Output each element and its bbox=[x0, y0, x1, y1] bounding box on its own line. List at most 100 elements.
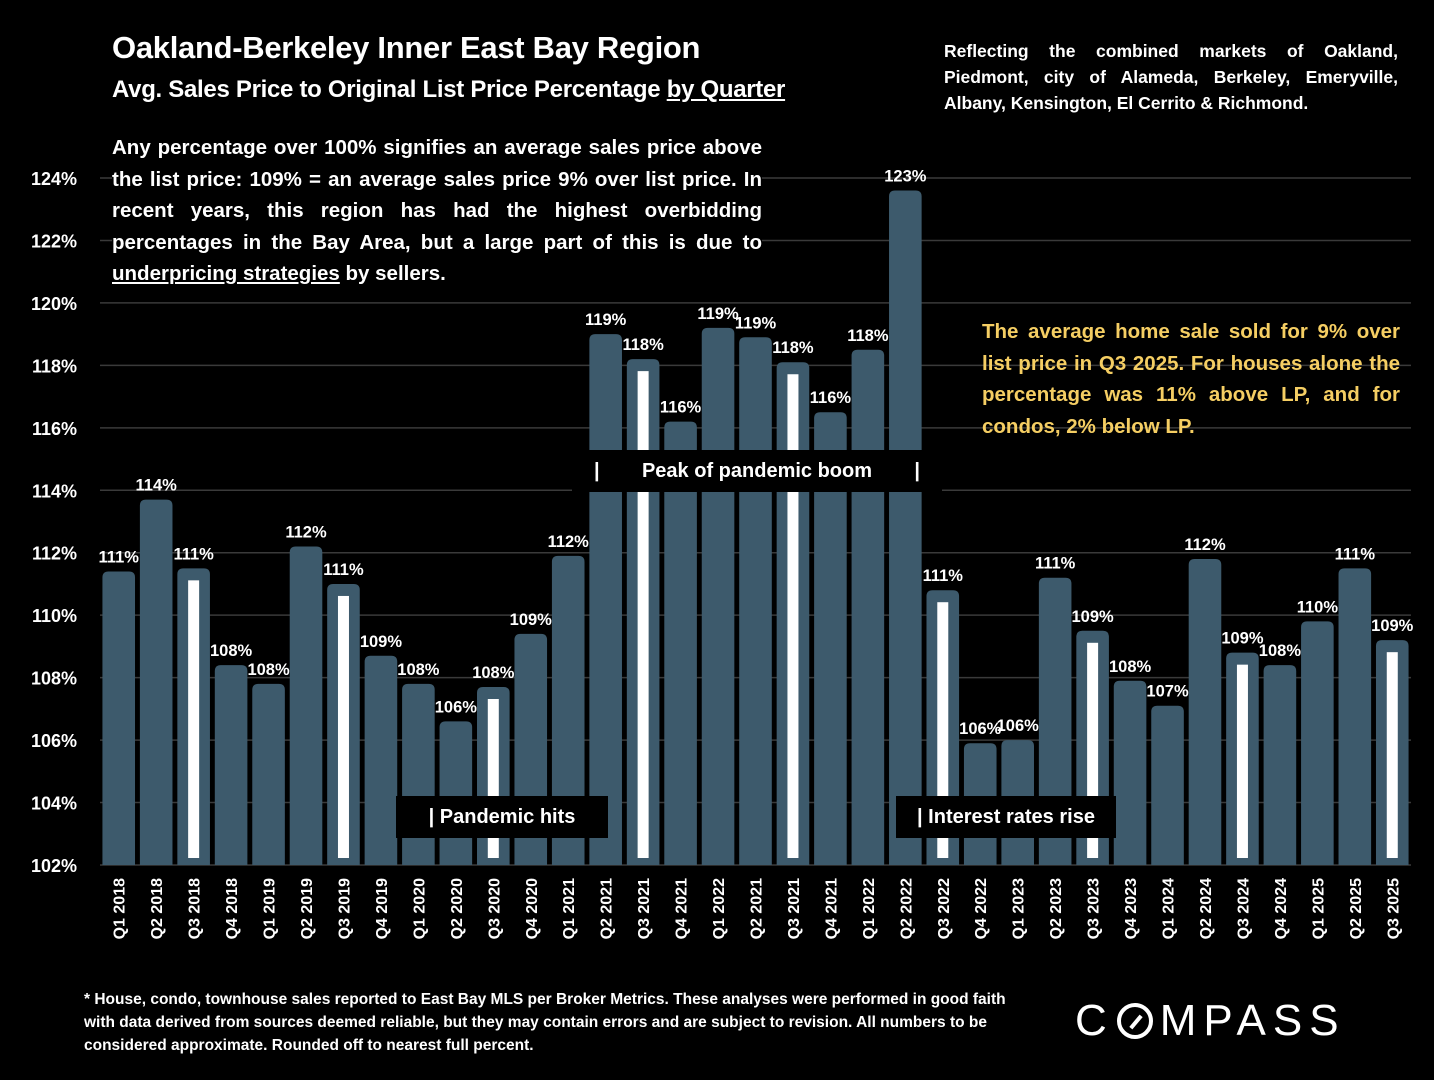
bar bbox=[1301, 621, 1334, 865]
x-tick-label: Q4 2024 bbox=[1273, 878, 1290, 939]
intro-underlined: underpricing strategies bbox=[112, 262, 340, 285]
annotation-bracket-left: | bbox=[594, 459, 600, 482]
q3-highlight-bar bbox=[188, 580, 200, 858]
data-label: 107% bbox=[1146, 683, 1189, 701]
y-tick-label: 116% bbox=[32, 419, 77, 439]
q3-highlight-bar bbox=[1386, 652, 1398, 858]
data-label: 111% bbox=[173, 545, 214, 563]
bar-group bbox=[626, 359, 660, 865]
data-label: 111% bbox=[1335, 545, 1376, 563]
bar-group bbox=[1301, 621, 1334, 865]
q3-highlight-bar bbox=[1236, 664, 1248, 858]
bar-group bbox=[1188, 558, 1222, 865]
x-tick-label: Q3 2025 bbox=[1385, 878, 1402, 939]
annotation-peak-pandemic-boom: | Peak of pandemic boom | bbox=[572, 450, 942, 492]
bar-group bbox=[1263, 665, 1297, 865]
bar bbox=[551, 555, 585, 865]
chart-subtitle: Avg. Sales Price to Original List Price … bbox=[112, 76, 785, 104]
bar-group bbox=[851, 349, 885, 865]
x-tick-label: Q2 2019 bbox=[299, 878, 316, 939]
data-label: 108% bbox=[210, 642, 253, 660]
data-label: 109% bbox=[1221, 630, 1264, 648]
x-tick-label: Q1 2025 bbox=[1310, 878, 1327, 939]
footnote: * House, condo, townhouse sales reported… bbox=[84, 991, 1006, 1054]
x-tick-label: Q1 2023 bbox=[1011, 878, 1028, 939]
bar bbox=[701, 327, 735, 866]
bar-group bbox=[814, 412, 847, 865]
bar-group bbox=[664, 421, 697, 865]
bar-group bbox=[1375, 640, 1409, 865]
bar bbox=[1338, 568, 1372, 865]
y-tick-label: 118% bbox=[32, 356, 77, 376]
intro-text: Any percentage over 100% signifies an av… bbox=[112, 132, 762, 294]
logo-text-end: MPASS bbox=[1159, 996, 1346, 1045]
intro-text-after: by sellers. bbox=[339, 262, 446, 285]
bar bbox=[739, 337, 772, 865]
x-tick-label: Q1 2020 bbox=[411, 878, 428, 939]
bar bbox=[1151, 705, 1184, 865]
y-tick-label: 122% bbox=[31, 231, 77, 251]
y-tick-label: 104% bbox=[31, 794, 77, 814]
bar-group bbox=[1113, 680, 1147, 865]
q3-highlight-bar bbox=[487, 699, 499, 858]
data-label: 112% bbox=[285, 523, 327, 541]
y-axis-ticks: 102% 104% 106% 108% 110% 112% 114% 116% 118% 120%… bbox=[31, 169, 77, 876]
annotation-interest-rates-rise: | Interest rates rise bbox=[896, 796, 1116, 838]
bar bbox=[664, 421, 697, 865]
x-tick-label: Q2 2021 bbox=[599, 878, 616, 939]
data-label: 106% bbox=[435, 698, 478, 716]
bar bbox=[814, 412, 847, 865]
x-tick-label: Q1 2022 bbox=[861, 878, 878, 939]
annotation-pandemic-hits: | Pandemic hits bbox=[396, 796, 608, 838]
bar bbox=[139, 499, 173, 865]
subtitle-main: Avg. Sales Price to Original List Price … bbox=[112, 76, 667, 103]
x-tick-label: Q3 2019 bbox=[336, 878, 353, 939]
data-label: 119% bbox=[735, 314, 777, 332]
data-label: 109% bbox=[360, 633, 403, 651]
x-tick-label: Q4 2021 bbox=[823, 878, 840, 939]
x-tick-label: Q2 2024 bbox=[1198, 878, 1215, 939]
data-label: 114% bbox=[136, 477, 178, 495]
data-label: 118% bbox=[847, 327, 889, 345]
bar bbox=[439, 721, 473, 865]
data-label: 109% bbox=[510, 611, 553, 629]
x-tick-label: Q3 2021 bbox=[636, 878, 653, 939]
data-label: 111% bbox=[1035, 555, 1076, 573]
data-label: 116% bbox=[660, 399, 702, 417]
x-tick-label: Q2 2018 bbox=[149, 878, 166, 939]
bar bbox=[589, 334, 622, 865]
bar bbox=[1263, 665, 1297, 865]
intro-text-before: Any percentage over 100% signifies an av… bbox=[112, 136, 762, 254]
x-tick-label: Q3 2021 bbox=[786, 878, 803, 939]
q3-2025-callout: The average home sale sold for 9% over l… bbox=[982, 320, 1400, 438]
x-tick-label: Q3 2022 bbox=[936, 878, 953, 939]
subtitle-by-quarter: by Quarter bbox=[666, 76, 786, 103]
x-tick-label: Q4 2019 bbox=[374, 878, 391, 939]
data-label: 119% bbox=[585, 311, 627, 329]
bar-group bbox=[139, 499, 173, 865]
data-label: 118% bbox=[622, 336, 664, 354]
data-label: 123% bbox=[884, 167, 927, 185]
data-label: 108% bbox=[1259, 642, 1302, 660]
x-tick-label: Q2 2023 bbox=[1048, 878, 1065, 939]
x-tick-label: Q2 2020 bbox=[449, 878, 466, 939]
data-label: 109% bbox=[1072, 608, 1115, 626]
bar-group bbox=[551, 555, 585, 865]
bar-group bbox=[102, 571, 136, 865]
x-tick-label: Q1 2021 bbox=[561, 878, 578, 939]
x-tick-label: Q4 2023 bbox=[1123, 878, 1140, 939]
bar-group bbox=[889, 190, 922, 865]
bar bbox=[214, 665, 248, 865]
chart-title: Oakland-Berkeley Inner East Bay Region bbox=[112, 30, 701, 65]
x-tick-label: Q4 2018 bbox=[224, 878, 241, 939]
data-label: 111% bbox=[99, 548, 140, 566]
data-label: 111% bbox=[923, 567, 964, 585]
y-tick-label: 110% bbox=[32, 606, 77, 626]
bar-group bbox=[439, 721, 473, 865]
data-label: 111% bbox=[323, 561, 364, 579]
bar bbox=[851, 349, 885, 865]
annotation-peak-label: Peak of pandemic boom bbox=[641, 459, 873, 482]
x-tick-label: Q1 2022 bbox=[711, 878, 728, 939]
y-tick-label: 112% bbox=[32, 544, 77, 564]
data-label: 108% bbox=[472, 664, 515, 682]
